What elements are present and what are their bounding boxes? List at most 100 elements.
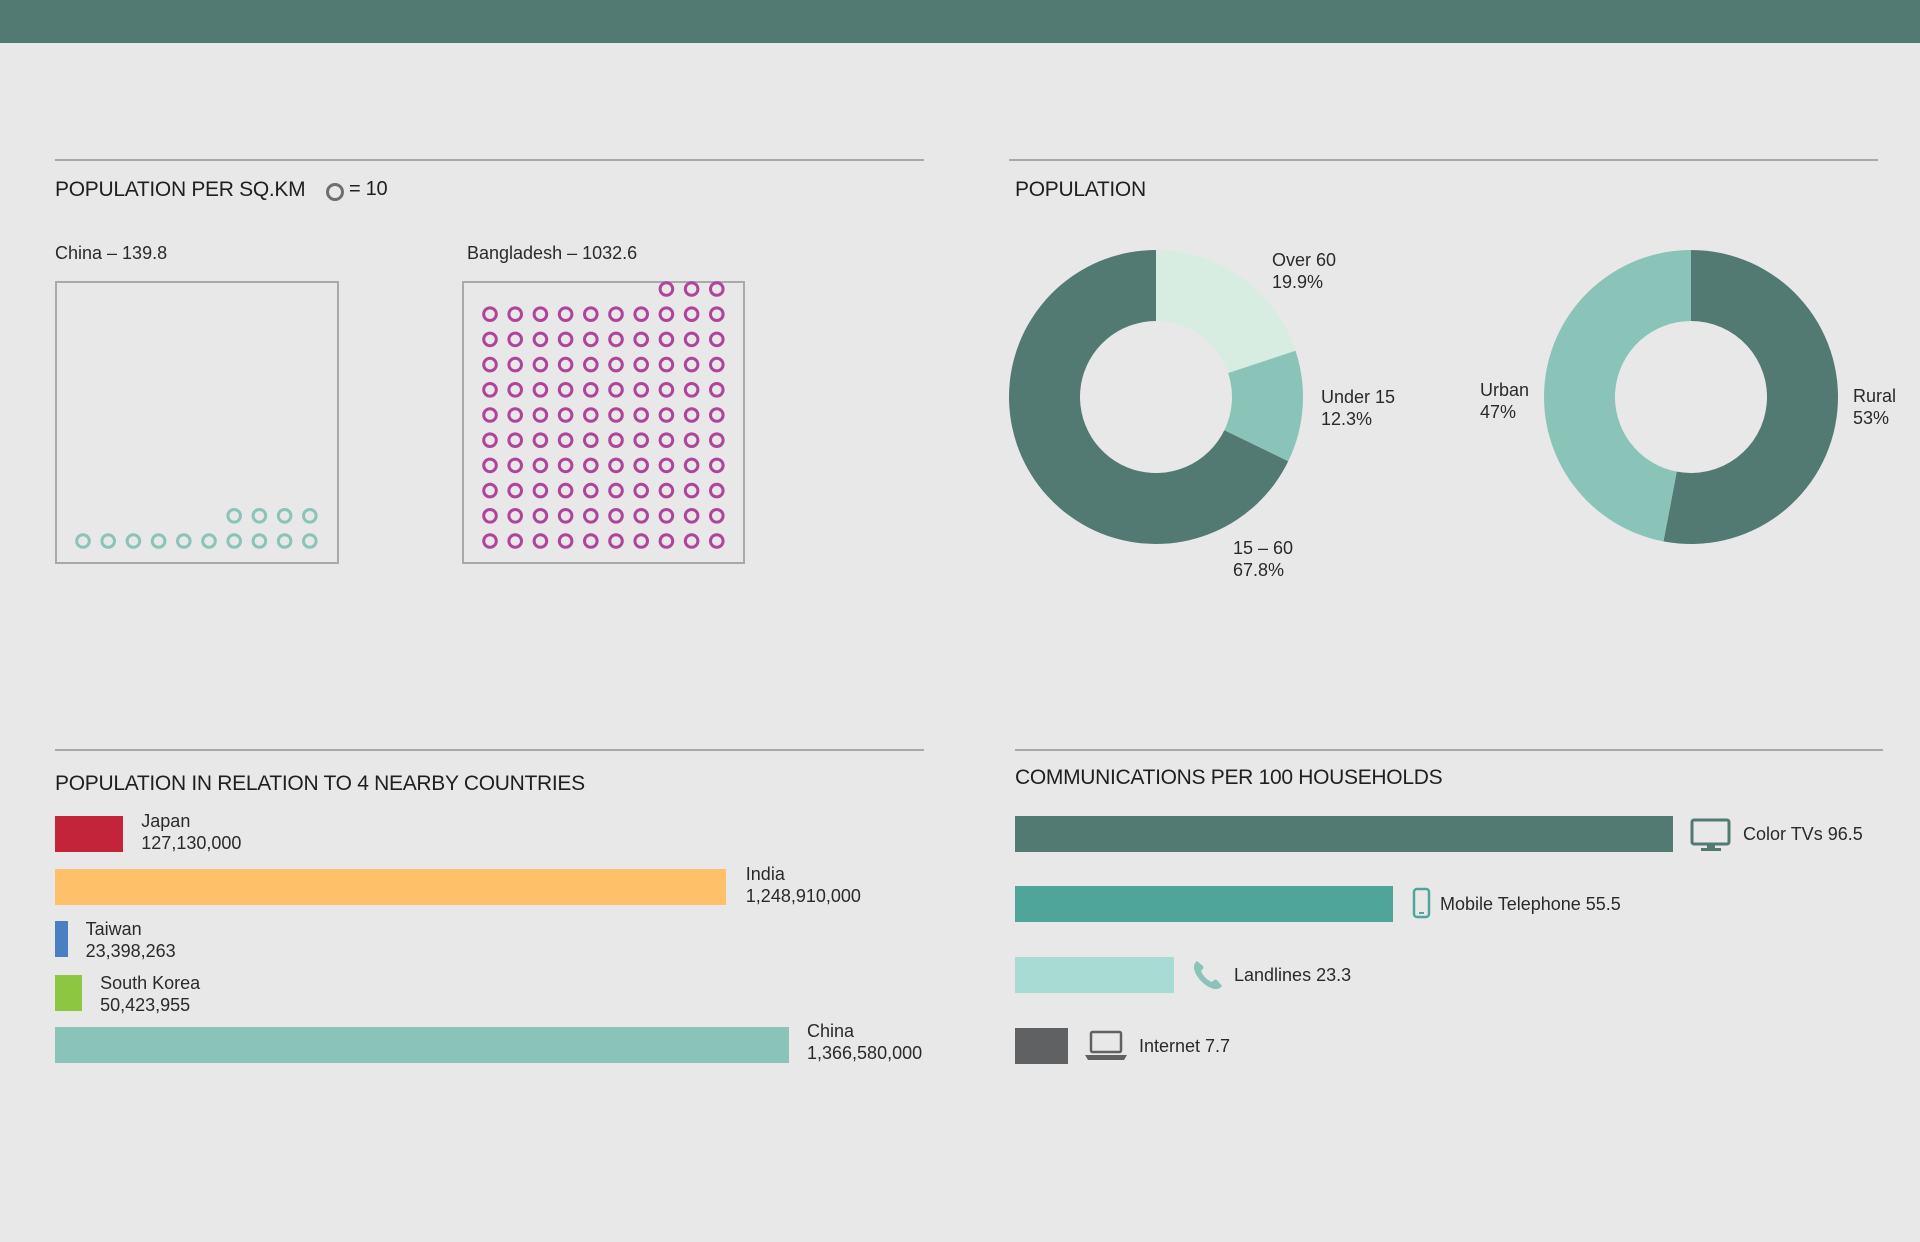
bangladesh-density-marker (658, 331, 675, 348)
china-density-marker (276, 533, 293, 549)
bangladesh-density-marker (658, 281, 675, 297)
bangladesh-density-marker (683, 533, 700, 549)
bangladesh-density-marker (608, 356, 624, 373)
country-label: China 1,366,580,000 (807, 1020, 922, 1064)
bangladesh-density-marker (608, 482, 624, 499)
bangladesh-density-marker (683, 306, 700, 323)
comms-label: Landlines 23.3 (1234, 965, 1352, 985)
bangladesh-density-marker (583, 432, 599, 448)
country-name: Japan (141, 811, 191, 831)
bangladesh-density-marker (709, 533, 725, 549)
bangladesh-density-marker (583, 508, 599, 524)
bangladesh-pictogram (482, 281, 725, 549)
bangladesh-density-marker (507, 508, 524, 524)
legend-circle-icon (326, 183, 344, 201)
bangladesh-density-marker (633, 457, 649, 474)
age15-60-name: 15 – 60 (1233, 538, 1294, 558)
countries-title: POPULATION IN RELATION TO 4 NEARBY COUNT… (55, 772, 585, 795)
bangladesh-density-marker (507, 533, 524, 549)
bangladesh-density-marker (709, 432, 725, 448)
bangladesh-density-marker (633, 407, 649, 423)
urban-slice (1543, 250, 1691, 542)
rural-name: Rural (1853, 386, 1897, 406)
china-density-marker (251, 508, 268, 524)
country-bar-china (55, 1027, 789, 1063)
tv-icon (1690, 818, 1731, 851)
bangladesh-density-marker (557, 356, 574, 373)
bangladesh-density-marker (608, 306, 624, 323)
bangladesh-density-marker (583, 331, 599, 348)
country-name: South Korea (100, 973, 201, 993)
bangladesh-density-marker (507, 356, 524, 373)
bangladesh-density-marker (709, 281, 725, 297)
section-divider (1009, 159, 1878, 161)
bangladesh-density-marker (608, 382, 624, 398)
china-density-marker (75, 533, 91, 549)
bangladesh-density-marker (557, 382, 574, 398)
country-bar-south-korea (55, 975, 83, 1011)
china-density-marker (276, 508, 293, 524)
bangladesh-density-marker (608, 432, 624, 448)
china-density-marker (176, 533, 192, 549)
over60-label: Over 60 19.9% (1272, 249, 1336, 293)
bangladesh-density-marker (633, 356, 649, 373)
bangladesh-density-marker (583, 482, 599, 499)
bangladesh-density-marker (482, 432, 498, 448)
over60-pct: 19.9% (1272, 272, 1324, 292)
bangladesh-density-marker (608, 407, 624, 423)
china-density-marker (302, 508, 318, 524)
china-density-label: China – 139.8 (55, 243, 168, 263)
rural-slice (1663, 250, 1838, 544)
bangladesh-density-marker (633, 331, 649, 348)
country-value: 50,423,955 (100, 995, 191, 1015)
over-60-slice (1156, 250, 1296, 374)
country-bar-india (55, 869, 726, 905)
bangladesh-density-marker (532, 306, 549, 323)
bangladesh-density-marker (633, 508, 649, 524)
bangladesh-density-box (462, 281, 745, 564)
bangladesh-density-marker (633, 382, 649, 398)
bangladesh-density-marker (658, 382, 675, 398)
bangladesh-density-marker (583, 306, 599, 323)
laptop-icon (1085, 1030, 1127, 1060)
china-density-box (55, 281, 339, 564)
urban-rural-donut-chart (1543, 250, 1838, 544)
bangladesh-density-marker (583, 407, 599, 423)
bangladesh-density-marker (482, 356, 498, 373)
bangladesh-density-marker (583, 382, 599, 398)
bangladesh-density-marker (482, 508, 498, 524)
bangladesh-density-marker (658, 533, 675, 549)
age15-60-pct: 67.8% (1233, 560, 1285, 580)
section-divider (1015, 749, 1883, 751)
urban-pct: 47% (1480, 402, 1517, 422)
over60-name: Over 60 (1272, 250, 1337, 270)
china-density-marker (251, 533, 268, 549)
bangladesh-density-marker (608, 533, 624, 549)
bangladesh-density-marker (532, 382, 549, 398)
density-legend-text: = 10 (349, 178, 388, 200)
bangladesh-density-marker (482, 533, 498, 549)
bangladesh-density-marker (709, 306, 725, 323)
bangladesh-density-marker (532, 432, 549, 448)
bangladesh-density-marker (482, 331, 498, 348)
bangladesh-density-marker (532, 407, 549, 423)
bangladesh-density-marker (507, 331, 524, 348)
bangladesh-density-marker (557, 432, 574, 448)
bangladesh-density-marker (608, 457, 624, 474)
bangladesh-density-marker (683, 356, 700, 373)
bangladesh-density-marker (532, 331, 549, 348)
rural-pct: 53% (1853, 408, 1890, 428)
bangladesh-density-marker (532, 508, 549, 524)
bangladesh-density-marker (709, 356, 725, 373)
bangladesh-density-marker (683, 457, 700, 474)
bangladesh-density-marker (557, 457, 574, 474)
bangladesh-density-marker (709, 407, 725, 423)
comms-bar-internet (1015, 1028, 1068, 1064)
bangladesh-density-marker (709, 331, 725, 348)
under-15-slice (1224, 350, 1303, 462)
urban-name: Urban (1480, 380, 1530, 400)
country-label: Japan 127,130,000 (141, 810, 241, 854)
bangladesh-density-marker (683, 407, 700, 423)
china-density-marker (201, 533, 217, 549)
under15-label: Under 15 12.3% (1321, 386, 1395, 430)
